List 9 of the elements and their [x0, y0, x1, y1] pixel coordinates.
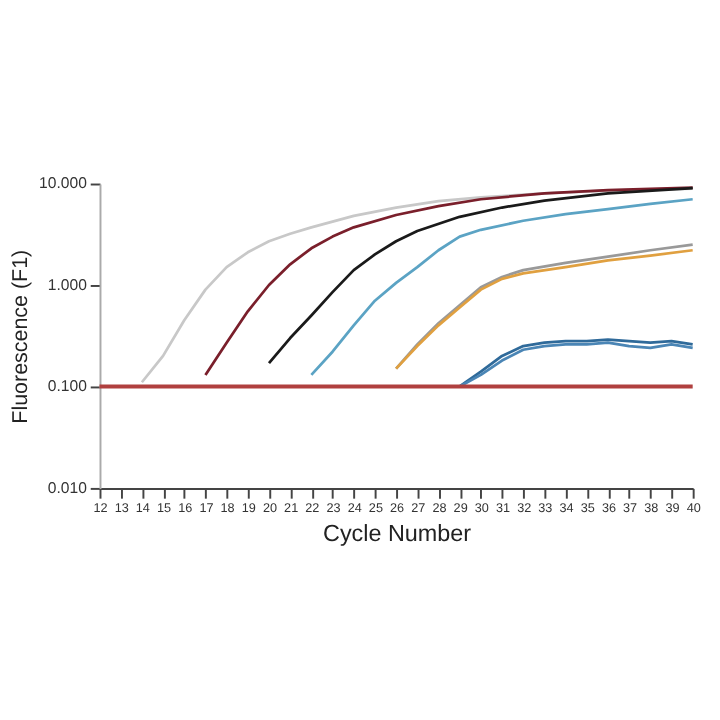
line-series — [267, 186, 695, 365]
y-axis-title: Fluorescence (F1) — [9, 249, 34, 424]
y-tick-label: 10.000 — [39, 174, 89, 193]
x-axis-title: Cycle Number — [323, 520, 472, 547]
line-series — [309, 197, 695, 377]
y-tick-label: 1.000 — [47, 275, 89, 294]
y-tick-label: 0.100 — [47, 377, 89, 396]
line-series — [204, 186, 695, 377]
y-tick-label: 0.010 — [47, 478, 89, 497]
